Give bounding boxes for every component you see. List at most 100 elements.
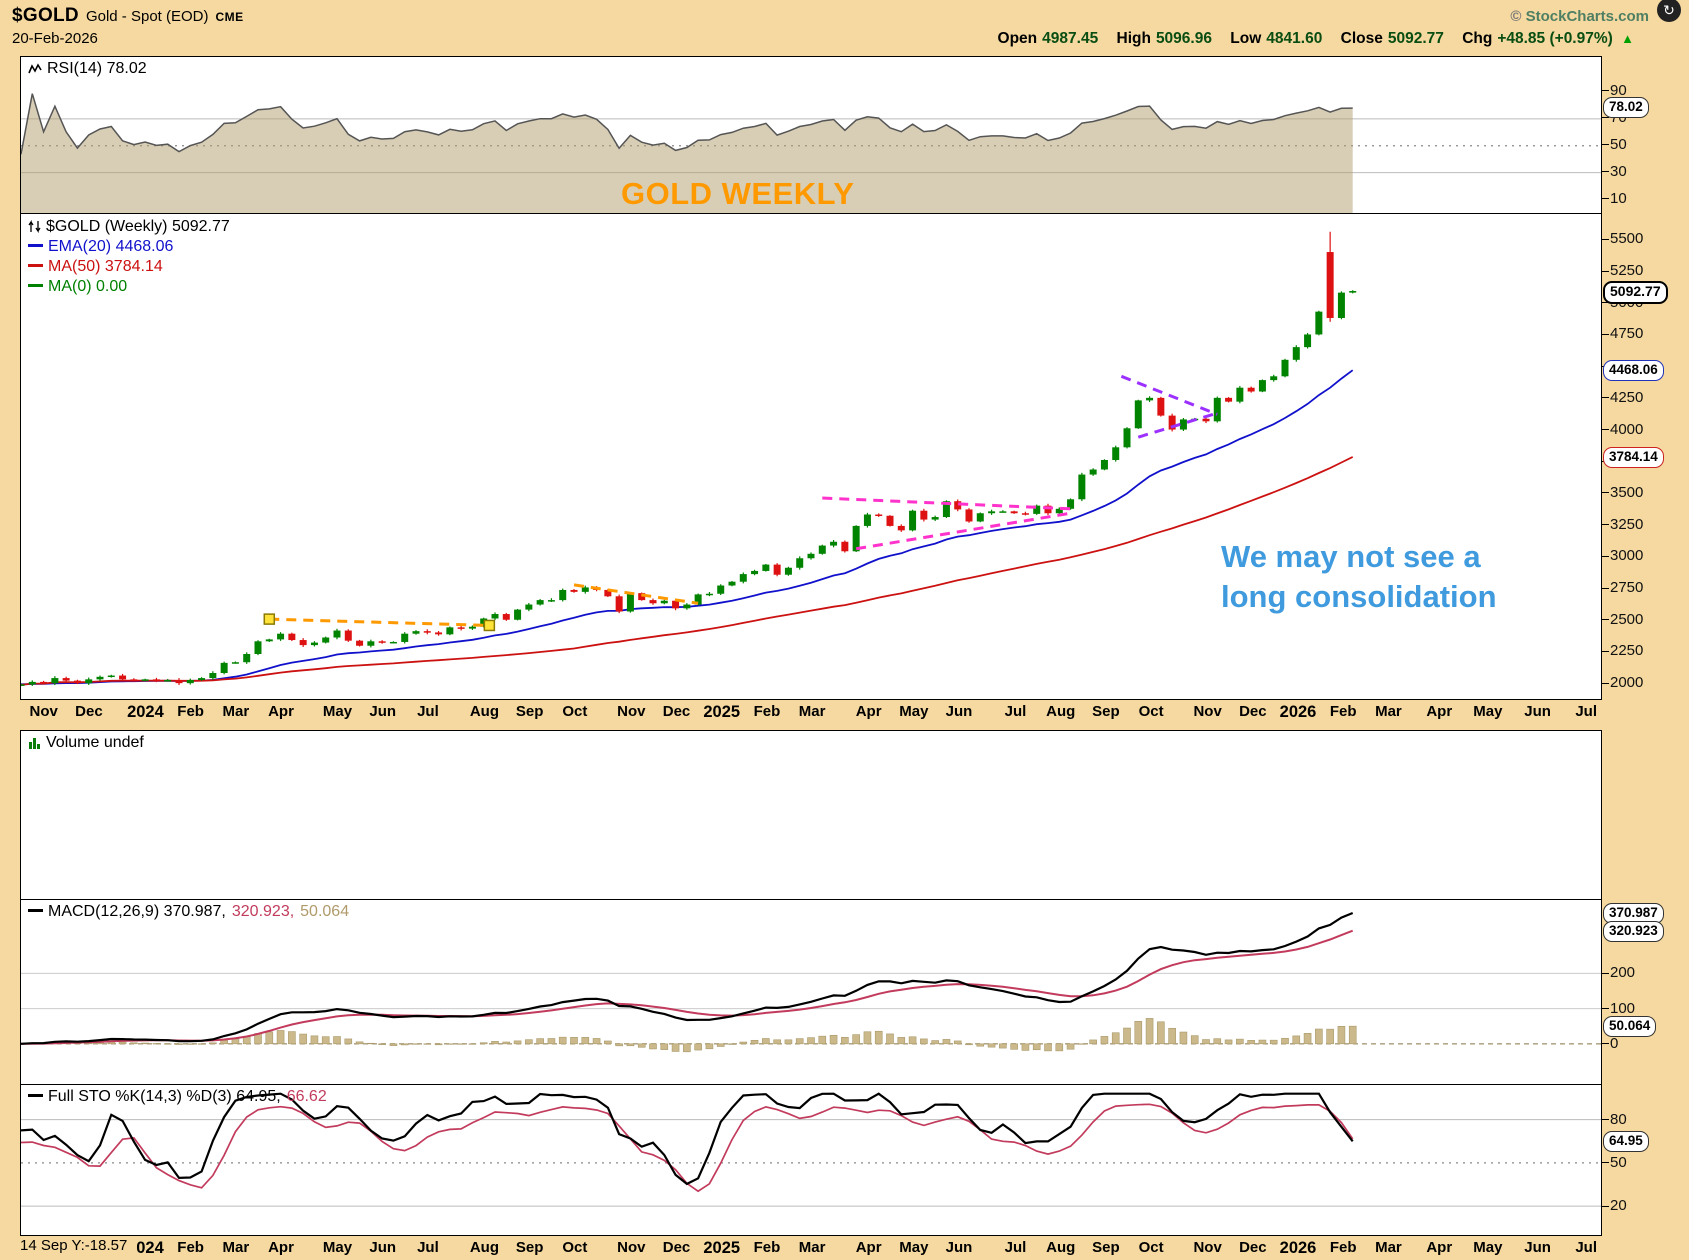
chart-title-annotation: GOLD WEEKLY <box>621 176 855 211</box>
x-axis-label: Aug <box>469 1239 500 1256</box>
y-axis-tick: 3000 <box>1602 547 1643 564</box>
y-axis-tick: 5250 <box>1602 262 1643 279</box>
x-axis-label: May <box>899 703 929 720</box>
x-axis-label: Dec <box>1239 703 1267 720</box>
rsi-plot: RSI(14) 78.02 <box>20 56 1602 214</box>
x-axis-label: Jul <box>417 1239 439 1256</box>
x-axis-label: Apr <box>855 1239 882 1256</box>
x-axis-label: Jun <box>1524 703 1551 720</box>
y-axis-tick: 4750 <box>1602 325 1643 342</box>
x-axis-label: Feb <box>753 703 781 720</box>
x-axis-label: Mar <box>222 703 250 720</box>
x-axis-label: Mar <box>222 1239 250 1256</box>
x-axis-label: Dec <box>75 703 103 720</box>
x-axis-label: Oct <box>1138 1239 1164 1256</box>
price-plot: $GOLD (Weekly) 5092.77 EMA(20) 4468.06 M… <box>20 176 1602 700</box>
y-axis-tick: 200 <box>1602 964 1635 981</box>
x-axis-label: 2026 <box>1279 1239 1317 1257</box>
rsi-axis-gutter: 907050301078.02 <box>1602 56 1689 214</box>
x-axis-label: Sep <box>1092 1239 1120 1256</box>
x-axis-label: Apr <box>1426 703 1453 720</box>
volume-axis-gutter <box>1602 730 1689 900</box>
y-axis-tick: 4000 <box>1602 421 1643 438</box>
x-axis-label: Feb <box>753 1239 781 1256</box>
vol-svg <box>21 731 1601 899</box>
x-axis-label: Jun <box>369 703 397 720</box>
x-axis-label: Oct <box>562 1239 588 1256</box>
macd-plot: MACD(12,26,9) 370.987, 320.923, 50.064 <box>20 900 1602 1085</box>
x-axis-label: May <box>322 1239 353 1256</box>
x-axis-label: Oct <box>1138 703 1164 720</box>
x-axis-label: Sep <box>1092 703 1120 720</box>
x-axis-label: Nov <box>1193 703 1222 720</box>
macd-panel: MACD(12,26,9) 370.987, 320.923, 50.064 200… <box>20 900 1689 1085</box>
x-axis-label: Oct <box>562 703 588 720</box>
rotate-icon[interactable]: ↻ <box>1657 0 1681 22</box>
x-axis-label: Jul <box>1004 703 1027 720</box>
x-axis-label: Sep <box>515 703 544 720</box>
x-axis-label: 2025 <box>703 703 741 721</box>
rsi-svg <box>21 93 1601 213</box>
up-arrow-icon: ▲ <box>1621 31 1634 46</box>
axis-value-badge: 64.95 <box>1603 1131 1649 1153</box>
x-axis-label: Dec <box>1239 1239 1267 1256</box>
chart-date: 20-Feb-2026 <box>12 30 98 47</box>
x-axis-label: Jun <box>1524 1239 1551 1256</box>
price-svg <box>21 231 1357 687</box>
x-axis-label: Jul <box>1004 1239 1027 1256</box>
x-axis-bottom: 14 Sep Y:-18.57 NovDec2024FebMarAprMayJu… <box>10 1236 1602 1260</box>
symbol-block: $GOLD Gold - Spot (EOD) CME <box>12 5 244 27</box>
note-annotation: We may not see a long consolidation <box>1221 539 1497 614</box>
x-axis-label: Nov <box>29 703 58 720</box>
sto-axis-gutter: 80 50 20 64.95 <box>1602 1085 1689 1236</box>
price-axis-gutter: 5500525050004750450042504000375035003250… <box>1602 214 1689 700</box>
volume-panel: Volume undef <box>20 730 1689 900</box>
axis-value-badge: 370.987 <box>1603 903 1664 925</box>
x-axis-label: Dec <box>662 703 691 720</box>
x-axis-label: Feb <box>177 1239 204 1256</box>
axis-value-badge: 4468.06 <box>1603 360 1664 382</box>
volume-plot: Volume undef <box>20 730 1602 900</box>
x-axis-label: Aug <box>1046 1239 1076 1256</box>
x-axis-label: May <box>1473 703 1503 720</box>
axis-value-badge: 3784.14 <box>1603 446 1664 468</box>
x-axis-label: Nov <box>1193 1239 1222 1256</box>
header: $GOLD Gold - Spot (EOD) CME © StockCharts.… <box>0 0 1689 56</box>
x-axis-label: Jul <box>417 703 439 720</box>
chart-area: RSI(14) 78.02 907050301078.02 $GOLD (Wee… <box>0 56 1689 1260</box>
x-axis-label: Mar <box>798 703 826 720</box>
x-axis-label: Jun <box>945 703 973 720</box>
x-axis-label: Mar <box>1375 1239 1402 1256</box>
x-axis-label: May <box>1473 1239 1503 1256</box>
macd-axis-gutter: 200 100 0 370.987 320.923 50.064 <box>1602 900 1689 1085</box>
x-axis-label: Dec <box>662 1239 691 1256</box>
y-axis-tick: 80 <box>1602 1111 1627 1128</box>
x-axis-label: Apr <box>1426 1239 1453 1256</box>
quote-bar: Open 4987.45 High 5096.96 Low 4841.60 Close… <box>997 30 1634 47</box>
y-axis-tick: 2750 <box>1602 579 1643 596</box>
x-axis-label: Jun <box>369 1239 397 1256</box>
x-axis-label: 2024 <box>127 703 164 721</box>
axis-value-badge: 78.02 <box>1603 97 1649 119</box>
y-axis-tick: 5500 <box>1602 230 1643 247</box>
y-axis-tick: 4250 <box>1602 389 1643 406</box>
y-axis-tick: 20 <box>1602 1197 1627 1214</box>
y-axis-tick: 3250 <box>1602 516 1643 533</box>
x-axis-label: Nov <box>617 703 646 720</box>
y-axis-tick: 90 <box>1602 82 1627 99</box>
symbol: $GOLD <box>12 5 79 26</box>
x-axis-top: Nov Dec 2024 Feb Mar Apr May Jun Jul Aug Sep Oct Nov… <box>20 700 1602 727</box>
macd-svg <box>21 911 1601 1053</box>
price-panel: $GOLD (Weekly) 5092.77 EMA(20) 4468.06 M… <box>20 176 1689 700</box>
x-axis-label: Apr <box>268 1239 294 1256</box>
crosshair-readout: 14 Sep Y:-18.57 <box>10 1237 138 1256</box>
y-axis-tick: 3500 <box>1602 484 1643 501</box>
x-axis-label: Feb <box>177 703 204 720</box>
y-axis-tick: 30 <box>1602 163 1627 180</box>
x-axis-label: 2026 <box>1279 703 1317 721</box>
x-axis-label: Sep <box>515 1239 544 1256</box>
x-axis-label: Apr <box>268 703 294 720</box>
x-axis-label: Feb <box>1329 703 1357 720</box>
sto-plot: Full STO %K(14,3) %D(3) 64.95, 66.62 <box>20 1085 1602 1236</box>
copyright: © StockCharts.com <box>1510 8 1649 25</box>
